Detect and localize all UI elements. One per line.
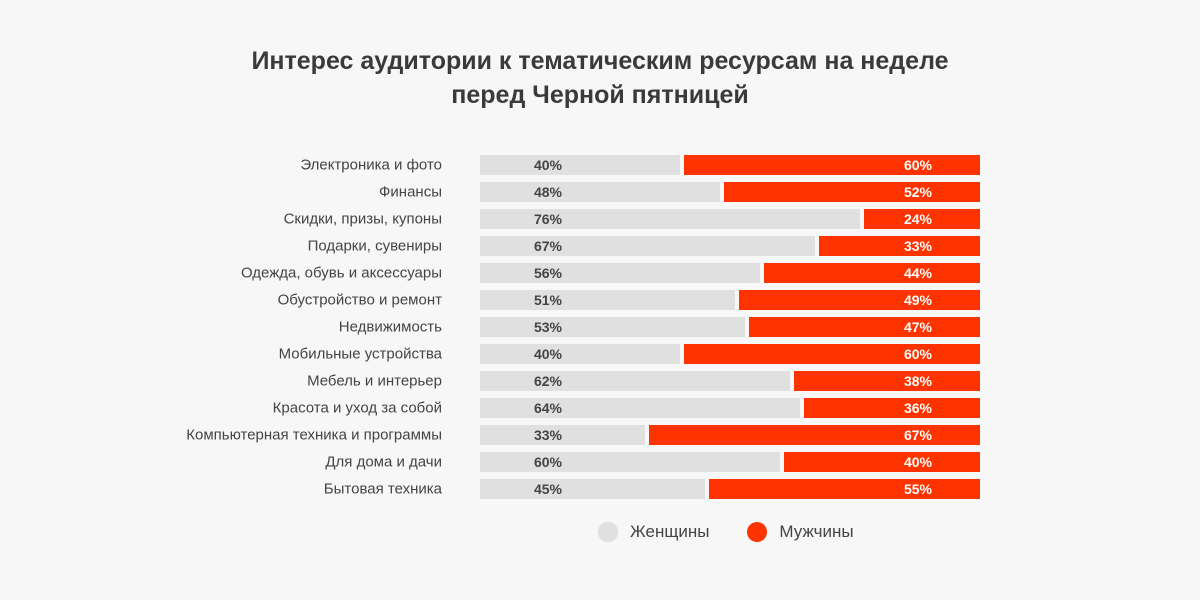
bar-men bbox=[684, 344, 980, 364]
legend-label-women: Женщины bbox=[630, 522, 710, 541]
data-label-men: 52% bbox=[904, 184, 933, 200]
data-label-women: 56% bbox=[534, 265, 563, 281]
bar-men bbox=[684, 155, 980, 175]
legend: Женщины Мужчины bbox=[598, 522, 892, 542]
category-label: Обустройство и ремонт bbox=[278, 292, 443, 309]
bar-men bbox=[819, 236, 980, 256]
bar-women bbox=[480, 371, 790, 391]
bar-women bbox=[480, 263, 760, 283]
data-label-men: 60% bbox=[904, 157, 933, 173]
category-label: Подарки, сувениры bbox=[308, 238, 442, 255]
legend-label-men: Мужчины bbox=[779, 522, 854, 541]
data-label-women: 64% bbox=[534, 400, 563, 416]
data-label-women: 76% bbox=[534, 211, 563, 227]
data-label-men: 49% bbox=[904, 292, 933, 308]
data-label-women: 53% bbox=[534, 319, 563, 335]
data-label-women: 45% bbox=[534, 481, 563, 497]
category-label: Скидки, призы, купоны bbox=[284, 211, 442, 228]
bar-women bbox=[480, 479, 705, 499]
data-label-women: 40% bbox=[534, 157, 563, 173]
bar-women bbox=[480, 452, 780, 472]
data-label-women: 67% bbox=[534, 238, 563, 254]
data-label-men: 36% bbox=[904, 400, 933, 416]
category-label: Бытовая техника bbox=[324, 481, 443, 498]
bar-men bbox=[649, 425, 980, 445]
data-label-men: 44% bbox=[904, 265, 933, 281]
category-label: Финансы bbox=[379, 184, 442, 201]
category-label: Мебель и интерьер bbox=[307, 373, 442, 390]
legend-item-men: Мужчины bbox=[747, 522, 854, 542]
bar-men bbox=[804, 398, 980, 418]
data-label-women: 51% bbox=[534, 292, 563, 308]
legend-swatch-women bbox=[598, 522, 618, 542]
data-label-men: 40% bbox=[904, 454, 933, 470]
category-label: Компьютерная техника и программы bbox=[186, 427, 442, 444]
data-label-men: 60% bbox=[904, 346, 933, 362]
data-label-women: 40% bbox=[534, 346, 563, 362]
bar-men bbox=[739, 290, 980, 310]
data-label-men: 67% bbox=[904, 427, 933, 443]
bar-men bbox=[764, 263, 980, 283]
chart-title: Интерес аудитории к тематическим ресурса… bbox=[0, 44, 1200, 112]
category-label: Мобильные устройства bbox=[279, 346, 443, 363]
bar-women bbox=[480, 155, 680, 175]
data-label-women: 60% bbox=[534, 454, 563, 470]
data-label-men: 55% bbox=[904, 481, 933, 497]
category-label: Красота и уход за собой bbox=[273, 400, 442, 417]
chart-title-line-1: Интерес аудитории к тематическим ресурса… bbox=[251, 47, 949, 75]
data-label-men: 47% bbox=[904, 319, 933, 335]
data-label-men: 33% bbox=[904, 238, 933, 254]
data-label-men: 38% bbox=[904, 373, 933, 389]
bar-women bbox=[480, 398, 800, 418]
data-label-women: 62% bbox=[534, 373, 563, 389]
bar-men bbox=[724, 182, 980, 202]
category-label: Для дома и дачи bbox=[325, 454, 442, 471]
data-label-women: 33% bbox=[534, 427, 563, 443]
bar-men bbox=[709, 479, 980, 499]
category-label: Одежда, обувь и аксессуары bbox=[241, 265, 442, 282]
bar-women bbox=[480, 290, 735, 310]
bar-women bbox=[480, 182, 720, 202]
data-label-men: 24% bbox=[904, 211, 933, 227]
legend-swatch-men bbox=[747, 522, 768, 542]
bar-women bbox=[480, 344, 680, 364]
bar-men bbox=[864, 209, 980, 229]
data-label-women: 48% bbox=[534, 184, 563, 200]
bar-men bbox=[794, 371, 980, 391]
bar-women bbox=[480, 236, 815, 256]
bar-women bbox=[480, 317, 745, 337]
chart-title-line-2: перед Черной пятницей bbox=[451, 81, 749, 109]
bar-women bbox=[480, 425, 645, 445]
category-label: Недвижимость bbox=[339, 319, 442, 336]
bar-women bbox=[480, 209, 860, 229]
bar-men bbox=[784, 452, 980, 472]
legend-item-women: Женщины bbox=[598, 522, 709, 542]
bar-men bbox=[749, 317, 980, 337]
category-label: Электроника и фото bbox=[300, 157, 442, 174]
